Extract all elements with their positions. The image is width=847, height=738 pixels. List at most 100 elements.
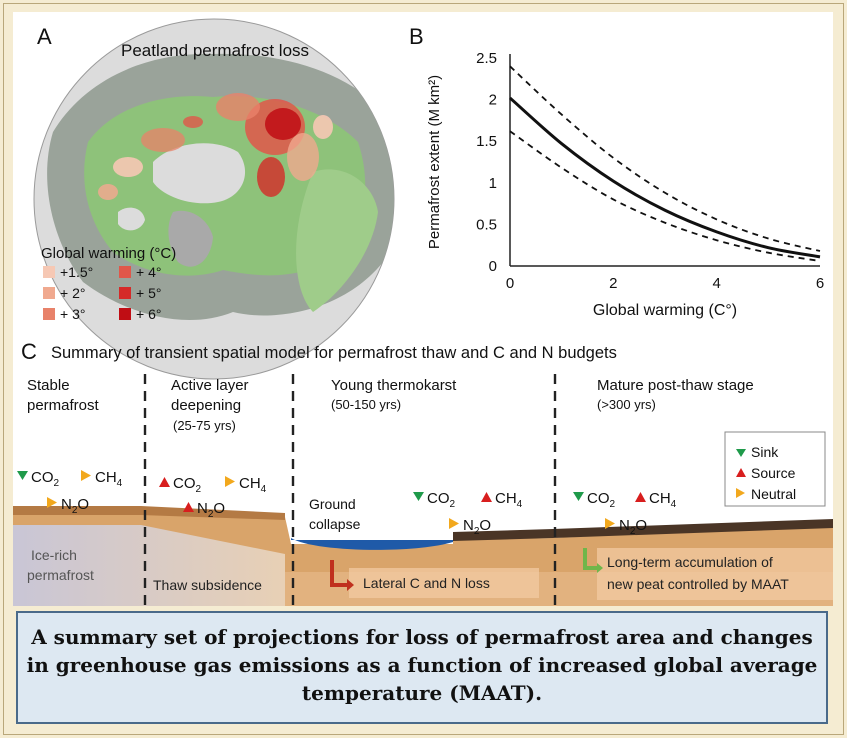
panel-b-letter: B [409, 24, 424, 49]
x-tick-label: 4 [712, 275, 720, 292]
stage-3-years: (50-150 yrs) [331, 397, 401, 412]
accumulation-label-1: Long-term accumulation of [607, 554, 773, 570]
n2o-label: N2O [197, 500, 225, 520]
figure-caption: A summary set of projections for loss of… [26, 625, 818, 705]
legend-label: + 3° [60, 306, 85, 322]
legend-label: + 4° [136, 264, 161, 280]
stage-2-line1: Active layer [171, 377, 249, 394]
legend-swatch [119, 308, 131, 320]
lateral-loss-arrow-icon [330, 560, 347, 587]
neutral-icon [605, 518, 615, 529]
y-tick-label: 2.5 [476, 50, 497, 67]
neutral-icon [81, 470, 91, 481]
thaw-subsidence-label: Thaw subsidence [153, 577, 262, 593]
confidence-bound-line [509, 130, 821, 262]
arctic-ocean [153, 143, 246, 204]
accumulation-arrowhead-icon [597, 563, 603, 573]
legend-title: Global warming (°C) [41, 245, 176, 262]
neutral-icon [225, 476, 235, 487]
n2o-label: N2O [619, 517, 647, 537]
caption-box: A summary set of projections for loss of… [16, 611, 828, 724]
ice-rich-label-2: permafrost [27, 567, 94, 583]
land-vegetated-east [296, 169, 378, 312]
co2-label: CO2 [427, 490, 456, 510]
stage-2-line2: deepening [171, 397, 241, 414]
legend-swatch [119, 266, 131, 278]
central-estimate-line [509, 96, 821, 259]
lateral-loss-arrowhead-icon [347, 579, 354, 591]
panel-c-letter: C [21, 339, 37, 364]
n2o-label: N2O [61, 496, 89, 516]
ground-collapse-label-1: Ground [309, 496, 356, 512]
neutral-icon [449, 518, 459, 529]
accumulation-label-2: new peat controlled by MAAT [607, 576, 789, 592]
stage-2-years: (25-75 yrs) [173, 418, 236, 433]
x-axis-label: Global warming (C°) [593, 302, 737, 319]
legend-neutral: Neutral [751, 486, 796, 502]
legend-label: + 2° [60, 285, 85, 301]
y-tick-label: 1 [489, 175, 497, 192]
stage-4-line1: Mature post-thaw stage [597, 377, 754, 394]
legend-swatch [43, 287, 55, 299]
panel-b: B Permafrost extent (M km²) 2.5 2 1.5 1 0.5 0… [409, 24, 824, 319]
legend-label: + 5° [136, 285, 161, 301]
sink-icon [413, 492, 424, 501]
ch4-label: CH4 [95, 469, 123, 489]
n2o-label: N2O [463, 517, 491, 537]
legend-swatch [119, 287, 131, 299]
accumulation-arrow-icon [583, 548, 597, 570]
y-axis-label: Permafrost extent (M km²) [426, 75, 443, 249]
legend-swatch [43, 266, 55, 278]
sink-icon [573, 492, 584, 501]
confidence-bound-line [509, 65, 821, 252]
x-tick-label: 0 [506, 275, 514, 292]
panel-c-title: Summary of transient spatial model for p… [51, 344, 617, 362]
ice-rich-permafrost [13, 525, 285, 606]
source-icon [635, 492, 646, 502]
source-icon [159, 477, 170, 487]
x-tick-label: 2 [609, 275, 617, 292]
sink-icon [736, 449, 746, 457]
neutral-icon [736, 488, 745, 498]
thaw-patches [98, 93, 333, 200]
accumulation-box [597, 548, 833, 600]
ch4-label: CH4 [649, 490, 677, 510]
legend-sink: Sink [751, 444, 779, 460]
co2-label: CO2 [31, 469, 60, 489]
lateral-loss-box [349, 568, 539, 598]
y-tick-label: 0 [489, 258, 497, 275]
lateral-loss-label: Lateral C and N loss [363, 575, 490, 591]
source-icon [736, 468, 746, 477]
source-icon [481, 492, 492, 502]
sink-icon [17, 471, 28, 480]
new-peat-layer [453, 519, 833, 541]
flux-legend: Sink Source Neutral [724, 431, 826, 507]
legend-swatch [43, 308, 55, 320]
figure-panel: A Peatland permafrost loss Global warmin… [13, 12, 833, 606]
ch4-label: CH4 [239, 475, 267, 495]
ch4-label: CH4 [495, 490, 523, 510]
greenland [168, 210, 213, 267]
panel-a-title: Peatland permafrost loss [121, 41, 309, 60]
hudson-bay [118, 207, 145, 231]
legend-label: +1.5° [60, 264, 93, 280]
y-tick-label: 0.5 [476, 216, 497, 233]
panel-a: A Peatland permafrost loss Global warmin… [33, 18, 395, 380]
source-icon [183, 502, 194, 512]
y-tick-label: 2 [489, 92, 497, 109]
neutral-icon [47, 497, 57, 508]
panel-c: C Summary of transient spatial model for… [13, 339, 833, 606]
co2-label: CO2 [173, 475, 202, 495]
topsoil-band [13, 506, 285, 520]
stage-1-line2: permafrost [27, 397, 100, 414]
y-tick-label: 1.5 [476, 133, 497, 150]
legend-label: + 6° [136, 306, 161, 322]
stage-4-years: (>300 yrs) [597, 397, 656, 412]
stage-1-line1: Stable [27, 377, 70, 394]
water-pond [291, 538, 453, 550]
ice-rich-label-1: Ice-rich [31, 547, 77, 563]
ground-collapse-label-2: collapse [309, 516, 361, 532]
co2-label: CO2 [587, 490, 616, 510]
x-tick-label: 6 [816, 275, 824, 292]
